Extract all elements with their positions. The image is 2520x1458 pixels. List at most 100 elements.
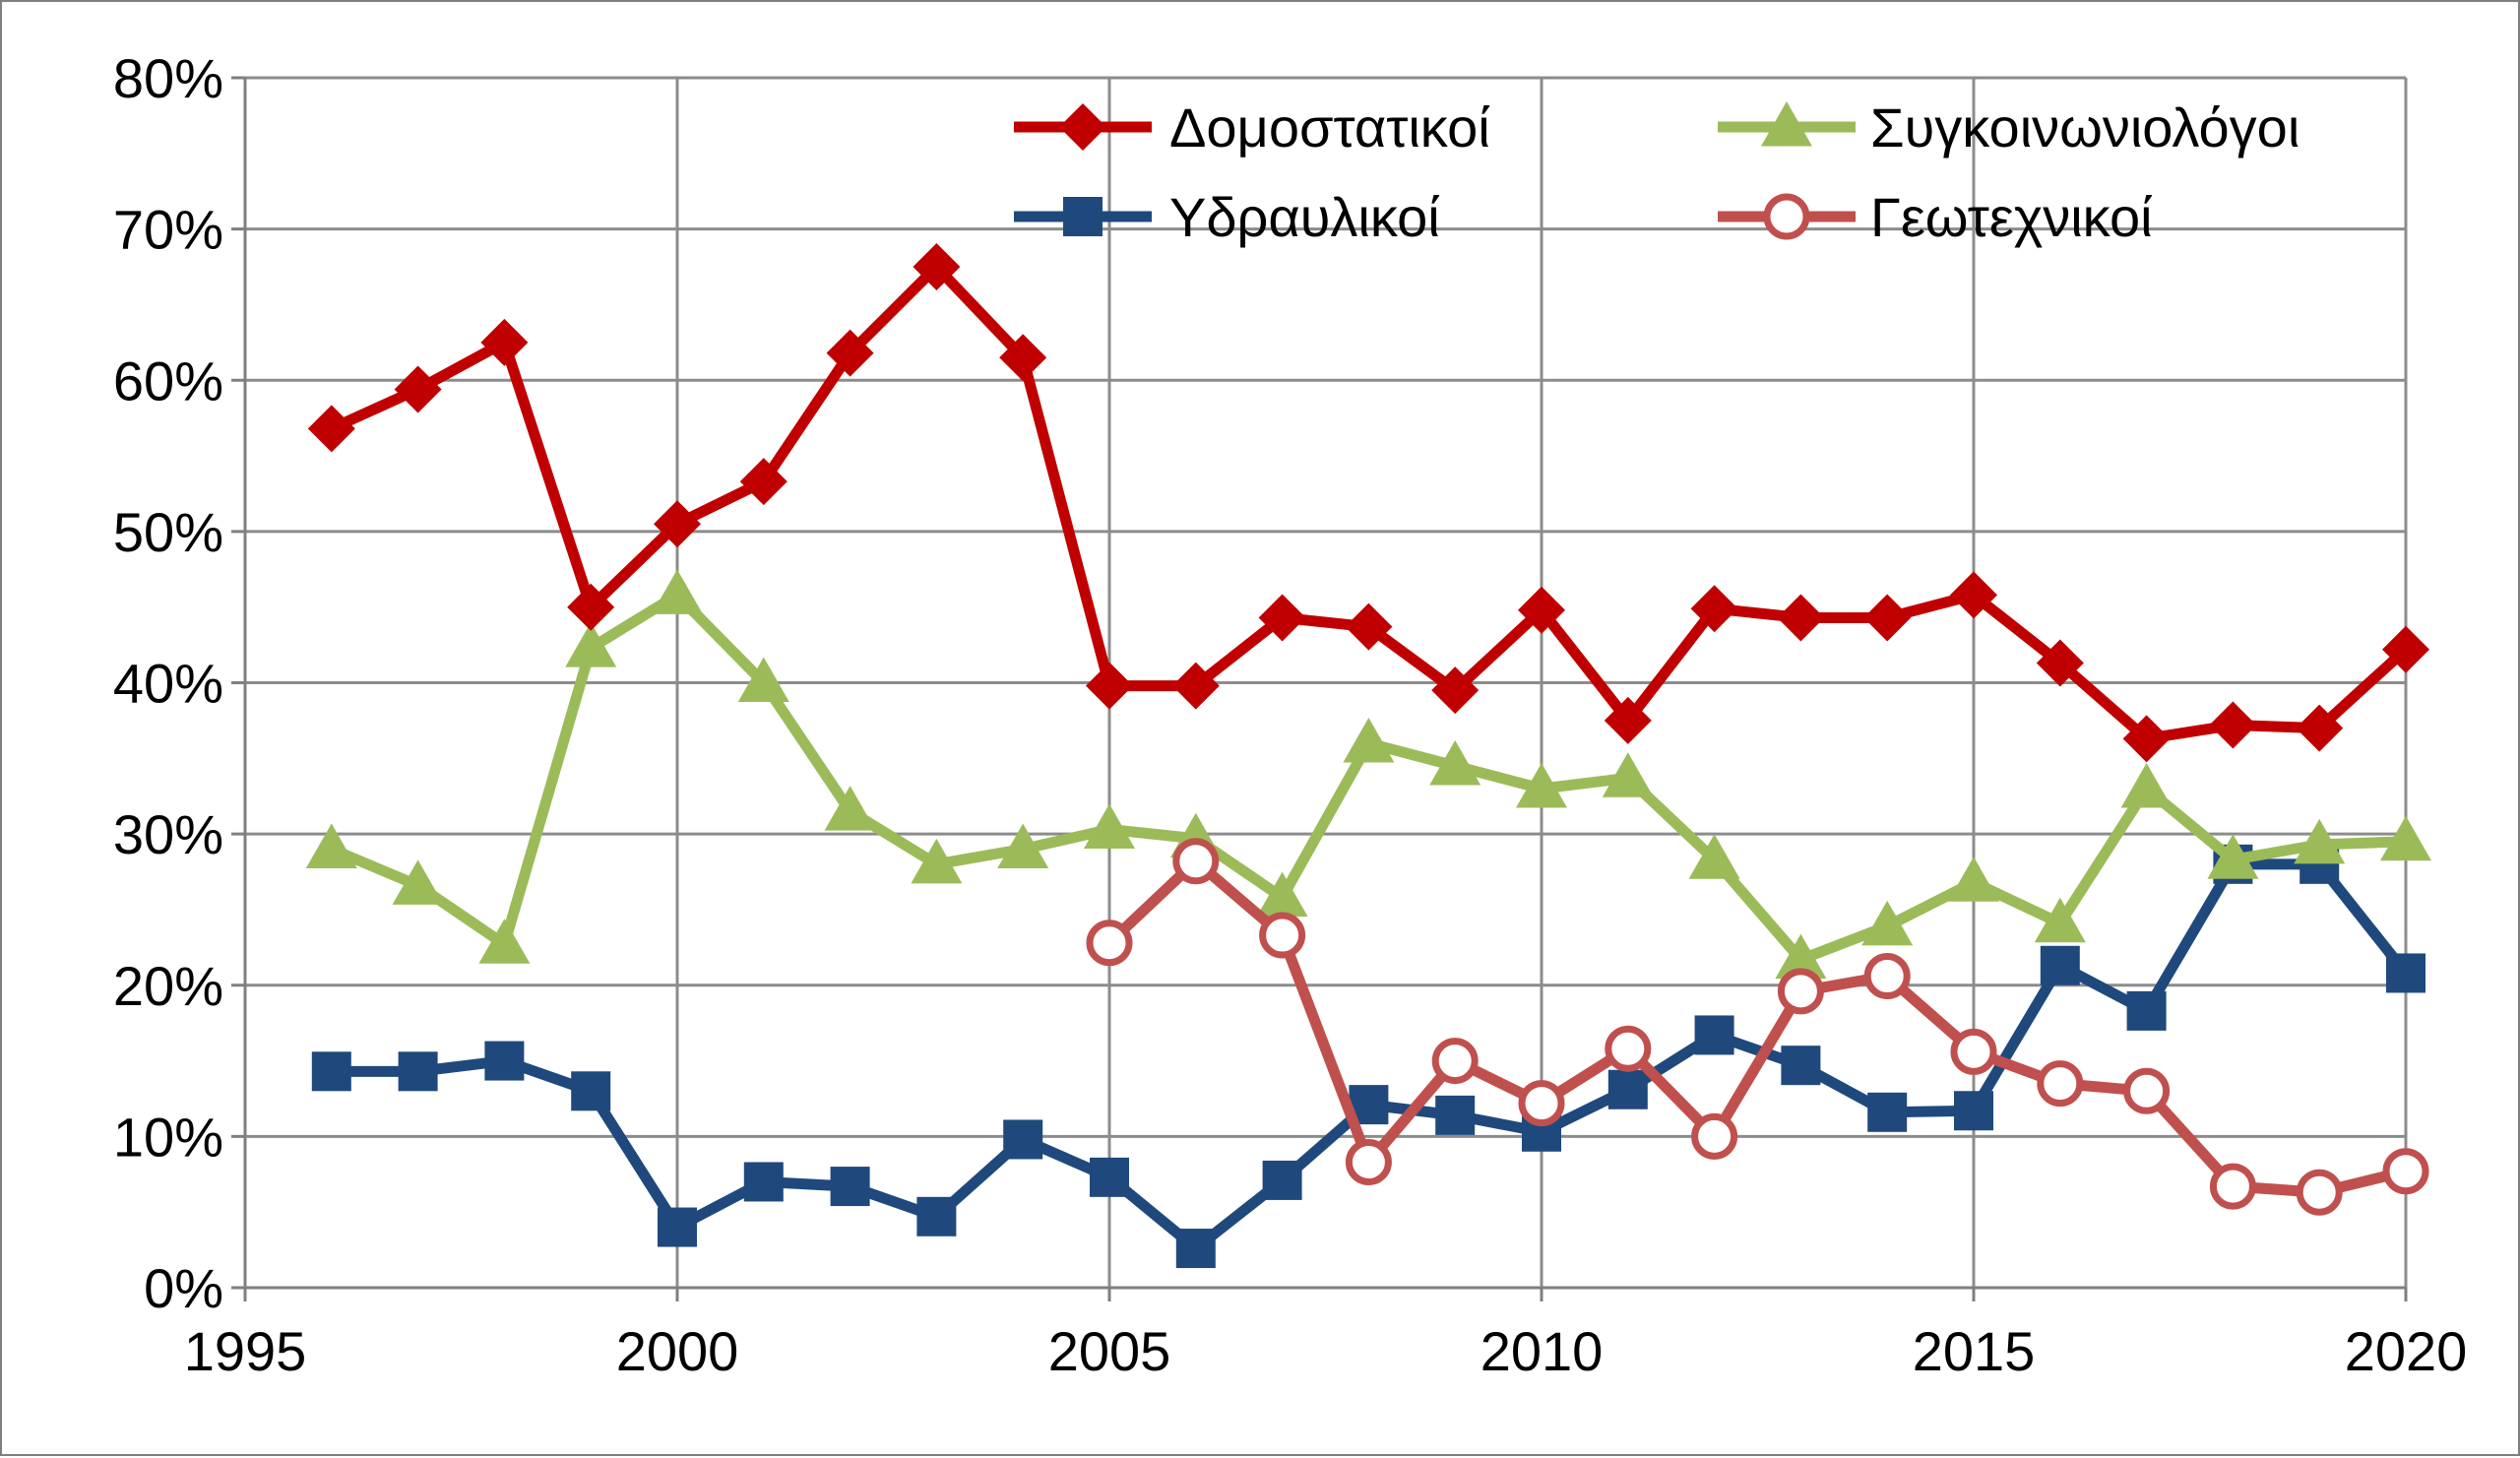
square-marker [571, 1071, 611, 1111]
triangle-marker [652, 569, 703, 614]
legend-label: Υδραυλικοί [1169, 186, 1440, 248]
series-2 [311, 844, 2426, 1269]
diamond-marker [999, 334, 1047, 382]
diamond-marker [654, 500, 701, 548]
square-marker [2040, 945, 2080, 985]
diamond-marker [1777, 594, 1825, 642]
diamond-marker [480, 318, 529, 366]
diamond-marker [826, 329, 874, 377]
circle-marker [1691, 1112, 1738, 1160]
circle-marker [1345, 1138, 1392, 1185]
circle-marker [1172, 838, 1220, 885]
square-marker [311, 1051, 351, 1092]
series-line [331, 858, 2411, 1254]
x-tick-label: 2000 [616, 1320, 739, 1382]
diamond-marker [394, 365, 442, 413]
square-marker [658, 1207, 697, 1247]
circle-marker [1777, 968, 1824, 1015]
square-marker [1003, 1119, 1043, 1160]
circle-marker [2123, 1067, 2171, 1114]
y-tick-label: 30% [113, 803, 223, 865]
square-marker [1694, 1015, 1734, 1055]
legend-label: Γεωτεχνικοί [1870, 186, 2153, 248]
y-tick-label: 50% [113, 501, 223, 563]
x-tick-label: 2015 [1913, 1320, 2036, 1382]
triangle-marker [1775, 933, 1827, 980]
triangle-marker [2034, 897, 2086, 943]
legend-label: Συγκοινωνιολόγοι [1870, 96, 2300, 158]
series-3 [1086, 838, 2429, 1216]
triangle-marker [2294, 818, 2346, 864]
diamond-marker [1431, 666, 1480, 715]
series-line [1105, 856, 2408, 1198]
circle-marker [2037, 1060, 2084, 1108]
triangle-marker [565, 622, 617, 667]
circle-marker [1086, 919, 1133, 967]
square-marker [743, 1162, 784, 1202]
square-marker [1867, 1092, 1908, 1132]
series-lines [305, 243, 2431, 1269]
y-tick-label: 60% [113, 349, 223, 412]
y-tick-label: 0% [144, 1257, 223, 1319]
diamond-marker [1171, 662, 1220, 710]
y-tick-label: 20% [113, 955, 223, 1017]
axes: 0% 10% 20% 30% 40% 50% 60% 70% 80% 1995 2000 2005 20… [113, 47, 2467, 1382]
circle-marker [1763, 193, 1810, 240]
legend-entry: Γεωτεχνικοί [1718, 186, 2153, 248]
diamond-marker [1518, 586, 1565, 634]
square-marker [1435, 1095, 1476, 1135]
triangle-marker [1256, 871, 1308, 918]
x-tick-label: 2005 [1048, 1320, 1171, 1382]
circle-marker [1605, 1025, 1652, 1072]
triangle-marker [2120, 763, 2173, 808]
triangle-marker [478, 919, 531, 964]
diamond-marker [1604, 696, 1652, 744]
triangle-marker [2207, 834, 2259, 879]
diamond-marker [1950, 571, 1997, 619]
triangle-marker [1343, 717, 1395, 763]
diamond-marker [307, 405, 355, 453]
y-tick-label: 70% [113, 199, 223, 261]
square-marker [830, 1167, 870, 1207]
square-marker [1781, 1046, 1821, 1086]
triangle-marker [305, 823, 357, 868]
square-marker [1175, 1229, 1216, 1269]
diamond-marker [1863, 594, 1912, 642]
legend-entry: Υδραυλικοί [1014, 186, 1440, 248]
y-tick-label: 80% [113, 47, 223, 109]
triangle-marker [1688, 834, 1740, 879]
y-tick-label: 40% [113, 653, 223, 715]
x-tick-label: 2020 [2345, 1320, 2468, 1382]
square-marker [1063, 197, 1102, 236]
diamond-marker [913, 243, 961, 291]
circle-marker [1259, 912, 1306, 959]
triangle-marker [1761, 101, 1812, 147]
triangle-marker [824, 786, 876, 831]
square-marker [1090, 1157, 1129, 1197]
triangle-marker [1429, 739, 1481, 786]
circle-marker [2296, 1169, 2343, 1216]
square-marker [2386, 953, 2426, 993]
gridlines [245, 76, 2408, 1288]
circle-marker [1431, 1038, 1479, 1085]
legend-entry: Συγκοινωνιολόγοι [1718, 96, 2300, 158]
triangle-marker [1602, 752, 1654, 797]
diamond-marker [1059, 103, 1106, 151]
square-marker [1607, 1069, 1648, 1109]
square-marker [398, 1051, 438, 1092]
triangle-marker [997, 823, 1049, 868]
triangle-marker [1861, 900, 1914, 946]
diamond-marker [2122, 715, 2171, 763]
triangle-marker [2380, 815, 2431, 861]
diamond-marker [567, 583, 615, 631]
diamond-marker [739, 458, 788, 506]
diamond-marker [2382, 625, 2429, 673]
circle-marker [1950, 1028, 1997, 1075]
legend-entry: Δομοστατικοί [1014, 96, 1490, 158]
diamond-marker [1345, 602, 1393, 651]
circle-marker [2382, 1148, 2429, 1195]
triangle-marker [911, 838, 963, 884]
diamond-marker [1690, 585, 1738, 633]
triangle-marker [1948, 856, 1999, 902]
